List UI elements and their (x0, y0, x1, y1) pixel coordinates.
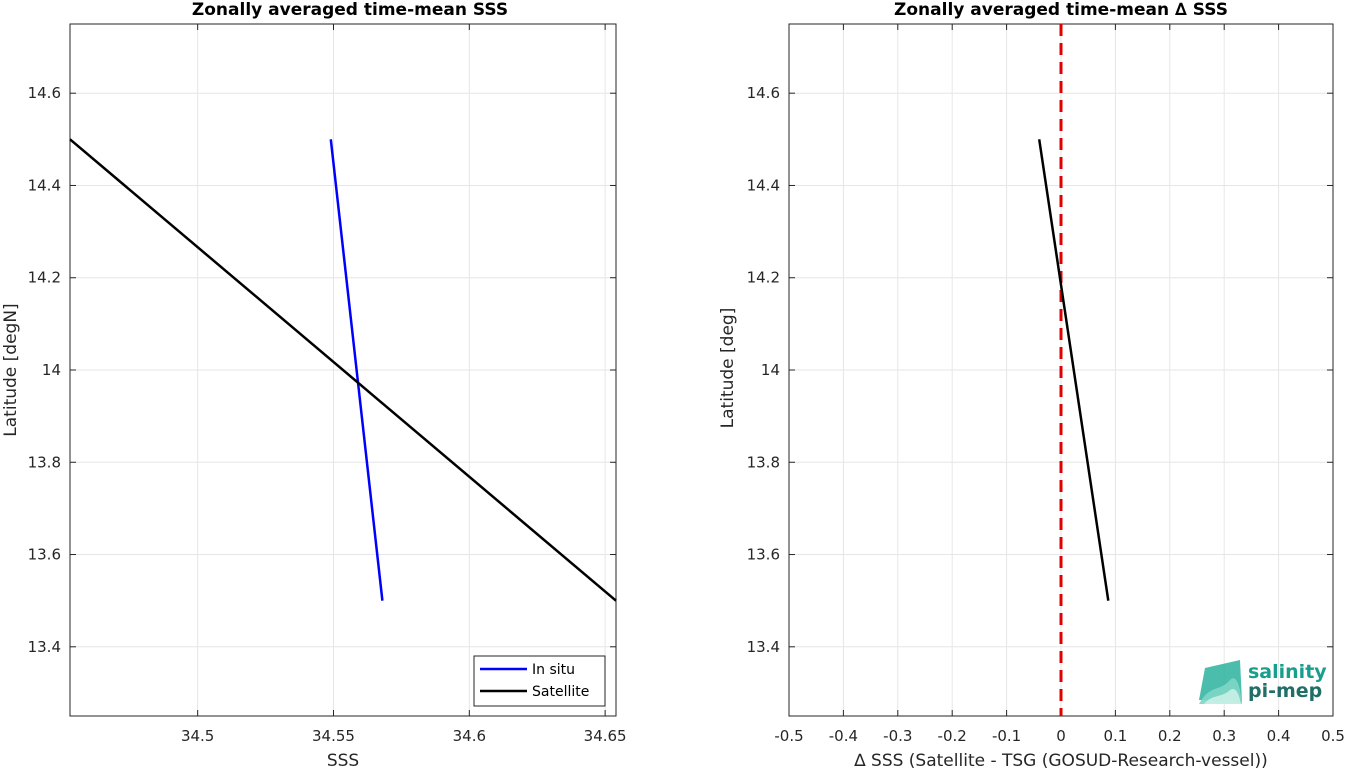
legend-box (473, 655, 606, 707)
sss-xtick-label: 34.65 (584, 727, 627, 745)
delta-sss-ytick-label: 13.8 (747, 453, 780, 471)
delta-sss-xtick-label: 0.2 (1158, 727, 1182, 745)
sss-panel: 34.5 34.55 34.6 34.65 13.4 13.6 13.8 14 14.2 14.4… (1, 0, 627, 769)
delta-sss-xtick-label: 0.1 (1103, 727, 1127, 745)
sss-ytick-label: 14 (42, 361, 61, 379)
sss-ytick-label: 14.4 (28, 176, 61, 194)
sss-series (69, 138, 617, 602)
sss-xlabel: SSS (327, 751, 359, 769)
legend-label-in-situ: In situ (532, 662, 575, 678)
sss-ytick-label: 13.6 (28, 546, 61, 564)
sss-ytick-label: 14.2 (28, 269, 61, 287)
legend-label-satellite: Satellite (532, 684, 589, 700)
delta-sss-xlabel: ∆ SSS (Satellite - TSG (GOSUD-Research-v… (853, 751, 1268, 769)
delta-sss-xtick-label: 0.4 (1267, 727, 1291, 745)
sss-xtick-label: 34.55 (312, 727, 355, 745)
sss-series-line-satellite (69, 138, 617, 602)
delta-sss-title: Zonally averaged time-mean ∆ SSS (894, 0, 1228, 20)
sss-grid (70, 24, 616, 716)
salinity-pi-mep-logo: salinity pi-mep (1199, 660, 1327, 704)
sss-ytick-label: 14.6 (28, 84, 61, 102)
delta-sss-xtick-label: -0.3 (883, 727, 912, 745)
delta-sss-ytick-label: 14.4 (747, 176, 780, 194)
sss-xtick-label: 34.5 (181, 727, 214, 745)
logo-text-salinity: salinity (1248, 661, 1327, 683)
delta-sss-xtick-label: -0.2 (938, 727, 967, 745)
sss-xtick-label: 34.6 (453, 727, 486, 745)
logo-wave-layer-2 (1204, 688, 1241, 704)
sss-ylabel: Latitude [degN] (1, 303, 21, 436)
sss-ytick-label: 13.8 (28, 453, 61, 471)
delta-sss-series (1037, 139, 1110, 601)
delta-sss-ytick-label: 13.4 (747, 638, 780, 656)
sss-ticks: 34.5 34.55 34.6 34.65 13.4 13.6 13.8 14 14.2 14.4… (28, 24, 627, 745)
delta-sss-xtick-label: 0 (1056, 727, 1066, 745)
delta-sss-ytick-label: 14.2 (747, 269, 780, 287)
delta-sss-xtick-label: -0.5 (774, 727, 803, 745)
sss-series-line-in-situ (329, 139, 384, 601)
delta-sss-ticks: -0.5 -0.4 -0.3 -0.2 -0.1 0 0.1 0.2 0.3 0.4 0.5 13.4… (747, 24, 1345, 745)
delta-sss-xtick-label: -0.1 (992, 727, 1021, 745)
delta-sss-series-line-delta (1037, 139, 1110, 601)
delta-sss-xtick-label: 0.5 (1321, 727, 1345, 745)
sss-title: Zonally averaged time-mean SSS (192, 0, 508, 20)
delta-sss-ylabel: Latitude [deg] (718, 308, 738, 429)
delta-sss-ytick-label: 13.6 (747, 546, 780, 564)
delta-sss-ytick-label: 14.6 (747, 84, 780, 102)
delta-sss-xtick-label: -0.4 (829, 727, 858, 745)
legend: In situ Satellite (473, 655, 606, 707)
logo-text-pi-mep: pi-mep (1248, 680, 1322, 702)
delta-sss-panel: -0.5 -0.4 -0.3 -0.2 -0.1 0 0.1 0.2 0.3 0.4 0.5 13.4… (718, 0, 1345, 769)
sss-ytick-label: 13.4 (28, 638, 61, 656)
delta-sss-ytick-label: 14 (761, 361, 780, 379)
delta-sss-xtick-label: 0.3 (1212, 727, 1236, 745)
